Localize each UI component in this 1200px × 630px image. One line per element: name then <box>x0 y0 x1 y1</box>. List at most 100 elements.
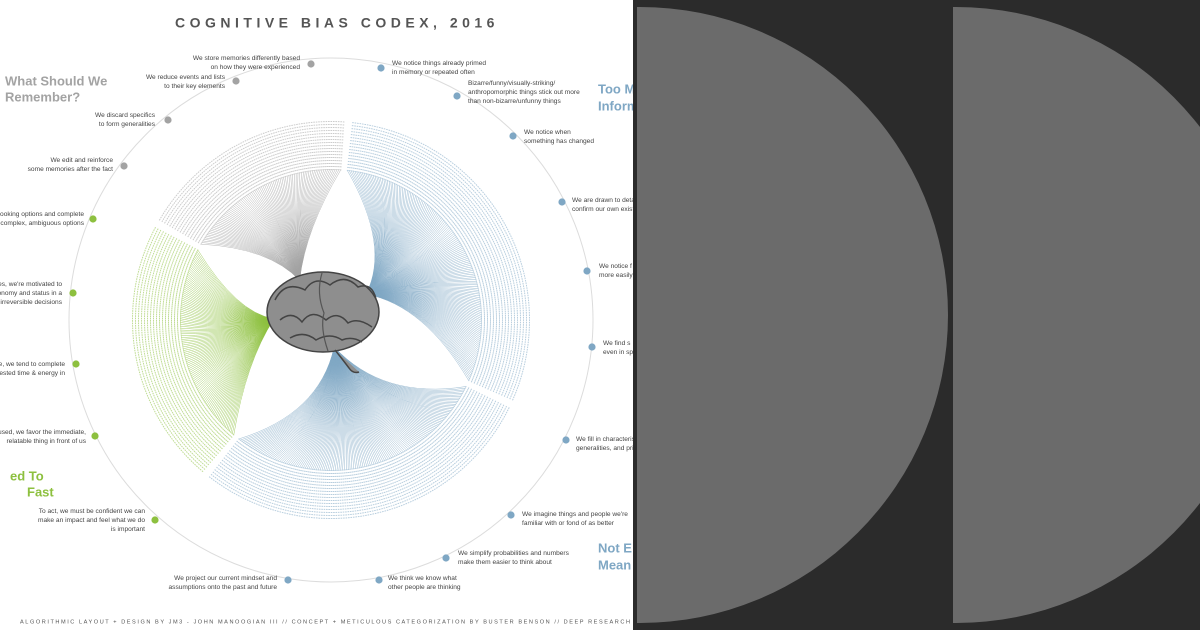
label-stub <box>461 221 506 248</box>
brain <box>266 271 380 374</box>
label-stub <box>184 422 223 458</box>
label-stub <box>457 212 501 241</box>
label-stub <box>356 122 367 173</box>
label-stub <box>308 469 316 519</box>
label-stub <box>395 454 419 501</box>
label-stub <box>323 120 327 171</box>
label-stub <box>476 272 526 286</box>
label-stub <box>132 290 183 300</box>
label-stub <box>253 458 274 505</box>
label-stub <box>171 197 213 230</box>
annotation: relatable thing in front of us <box>6 438 86 445</box>
gray-circle <box>953 7 1200 623</box>
annotation: We discard specifics <box>95 112 156 119</box>
label-stub <box>191 427 228 465</box>
label-stub <box>132 340 183 350</box>
label-stub <box>320 469 325 520</box>
label-stub <box>471 370 520 390</box>
label-stub <box>465 385 511 410</box>
label-stub <box>281 125 296 175</box>
label-stub <box>451 408 493 440</box>
label-stub <box>288 124 301 174</box>
annotation: We imagine things and people we're <box>522 511 628 518</box>
label-stub <box>146 378 194 400</box>
label-stub <box>131 329 182 335</box>
label-stub <box>466 234 513 258</box>
label-stub <box>421 438 453 480</box>
label-stub <box>139 364 189 381</box>
label-stub <box>158 218 202 245</box>
label-stub <box>135 349 185 362</box>
annotation: anthropomorphic things stick out more <box>468 89 580 96</box>
label-stub <box>464 230 511 254</box>
label-stub <box>196 170 232 209</box>
label-stub <box>137 356 187 372</box>
label-stub <box>455 402 499 432</box>
label-stub <box>155 391 201 418</box>
label-stub <box>423 163 457 204</box>
label-stub <box>446 192 487 226</box>
label-stub <box>136 353 186 367</box>
label-stub <box>132 338 183 347</box>
label-stub <box>191 175 228 213</box>
label-stub <box>300 122 310 172</box>
label-stub <box>276 127 292 176</box>
label-stub <box>264 130 283 179</box>
label-stub <box>152 228 198 253</box>
label-stub <box>303 121 312 172</box>
label-stub <box>255 134 276 182</box>
label-stub <box>433 174 470 212</box>
label-stub <box>468 379 515 401</box>
label-stub <box>187 179 225 216</box>
annotation: confirm our own exist <box>572 206 634 213</box>
label-stub <box>133 285 184 296</box>
label-stub <box>385 459 406 507</box>
label-stub <box>288 466 301 516</box>
label-stub <box>480 334 531 341</box>
label-stub <box>432 429 468 467</box>
section-heading: Not E <box>598 540 632 555</box>
label-stub <box>411 151 441 195</box>
label-stub <box>439 181 477 218</box>
label-stub <box>390 136 412 183</box>
label-stub <box>293 123 305 173</box>
label-stub <box>320 120 325 171</box>
label-stub <box>214 156 245 199</box>
label-stub <box>135 351 185 364</box>
annotation: assumptions onto the past and future <box>168 584 277 591</box>
label-stub <box>140 256 189 274</box>
label-stub <box>204 164 238 204</box>
label-stub <box>454 403 497 434</box>
label-stub <box>195 172 231 211</box>
label-stub <box>220 444 250 488</box>
label-stub <box>472 367 521 385</box>
annotation: some memories after the fact <box>28 166 114 173</box>
label-stub <box>463 225 509 251</box>
outer-ring <box>68 57 594 583</box>
label-stub <box>348 121 357 172</box>
label-stub <box>136 273 186 287</box>
label-stub <box>228 448 256 493</box>
annotation: r complex, ambiguous options <box>0 220 85 227</box>
label-stub <box>402 451 428 496</box>
label-stub <box>134 280 185 292</box>
label-stub <box>142 251 191 271</box>
branch <box>197 250 274 320</box>
label-stub <box>133 344 184 355</box>
label-stub <box>235 451 261 497</box>
label-stub <box>480 299 531 306</box>
label-stub <box>419 440 451 482</box>
label-stub <box>467 237 514 260</box>
label-stub <box>441 185 480 220</box>
label-stub <box>260 132 280 180</box>
label-stub <box>424 436 457 477</box>
label-stub <box>300 468 310 518</box>
label-stub <box>141 367 190 386</box>
label-stub <box>182 420 221 456</box>
label-stub <box>433 427 470 466</box>
annotation: is important <box>111 526 145 533</box>
label-stub <box>371 464 387 513</box>
label-stub <box>452 406 495 438</box>
label-stub <box>474 361 524 378</box>
label-stub <box>144 246 192 267</box>
